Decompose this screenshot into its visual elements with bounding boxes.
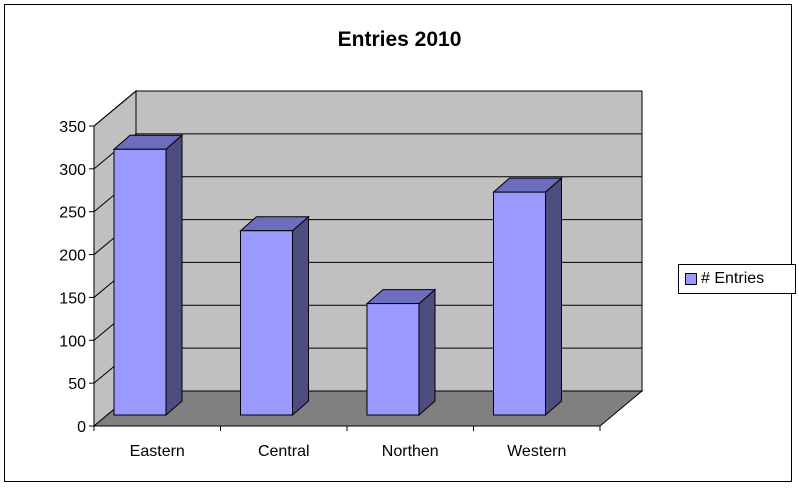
bar-side [545,177,562,417]
bar [240,230,293,416]
bar [366,303,420,416]
bar [113,148,167,416]
y-tick-label: 300 [59,162,86,179]
x-tick-label: Northen [382,443,439,460]
bar [493,191,546,416]
y-tick-label: 0 [77,419,86,436]
y-tick-label: 250 [59,205,86,222]
chart-legend: # Entries [678,264,796,294]
gridline-side [93,90,137,127]
bar-side [165,134,183,417]
x-tick-label: Western [507,443,566,460]
legend-swatch-entries [685,273,697,285]
bar-side [418,288,436,417]
y-tick-label: 100 [59,333,86,350]
y-tick-label: 50 [68,376,86,393]
legend-label-entries: # Entries [701,270,765,287]
x-tick-label: Central [258,443,310,460]
bar-side [292,215,309,417]
y-tick-label: 150 [59,290,86,307]
chart-title: Entries 2010 [337,28,462,51]
y-tick-label: 350 [59,119,86,136]
x-tick-label: Eastern [130,443,185,460]
y-tick-label: 200 [59,248,86,265]
